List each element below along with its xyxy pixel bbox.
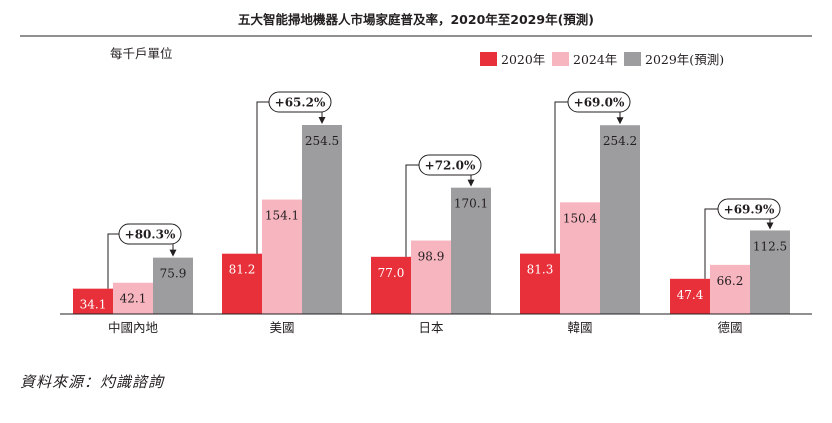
bar-value-label-2-2: 170.1: [454, 197, 488, 211]
growth-badge-label-2: +72.0%: [425, 159, 476, 173]
growth-annotations: +80.3% +65.2% +72.0% +69.0% +69.9%: [107, 91, 781, 289]
bar-value-label-3-2: 254.2: [603, 134, 637, 148]
growth-badge-2: [418, 154, 482, 176]
bar-2-2: [451, 187, 491, 314]
growth-arrowhead-1: [318, 117, 326, 124]
category-label-1: 美國: [269, 320, 294, 335]
growth-arrowhead-3: [616, 117, 624, 125]
growth-badge-3: [567, 91, 631, 113]
growth-arrowhead-4: [766, 222, 774, 230]
bar-value-label-4-2: 112.5: [753, 239, 787, 253]
bar-2-0: [371, 256, 411, 314]
bar-0-1: [113, 282, 153, 314]
bar-value-label-4-1: 66.2: [717, 274, 744, 288]
bars: 34.1 81.2 77.0 81.3 47.4 42.1 154.1 98.9 150.4 66…: [73, 125, 790, 315]
growth-arrowhead-2: [467, 179, 475, 187]
growth-badge-label-3: +69.0%: [574, 96, 625, 110]
legend-swatch-0: [480, 52, 497, 66]
bar-0-2: [153, 257, 193, 314]
legend-swatch-2: [624, 52, 641, 66]
category-label-3: 韓國: [567, 320, 592, 335]
category-label-0: 中國內地: [108, 320, 159, 335]
legend: 2020年 2024年 2029年(預測): [480, 52, 724, 67]
bar-2-1: [411, 240, 451, 314]
legend-label-1: 2024年: [573, 52, 617, 67]
bar-value-label-0-2: 75.9: [160, 267, 187, 281]
y-axis-unit-label: 每千戶單位: [110, 46, 173, 61]
bar-3-1: [560, 202, 600, 314]
legend-label-2: 2029年(預測): [645, 52, 724, 67]
bar-value-label-1-1: 154.1: [265, 209, 299, 223]
bar-value-label-3-0: 81.3: [527, 263, 554, 277]
bar-4-0: [670, 278, 710, 314]
bar-4-1: [710, 264, 750, 314]
bar-value-label-3-1: 150.4: [563, 211, 598, 225]
bar-value-label-0-1: 42.1: [120, 292, 147, 306]
bar-3-2: [600, 125, 640, 315]
bar-value-label-4-0: 47.4: [677, 288, 704, 302]
legend-label-0: 2020年: [501, 52, 545, 67]
bar-1-1: [262, 199, 302, 314]
growth-badge-4: [717, 198, 781, 220]
growth-badge-label-4: +69.9%: [724, 203, 775, 217]
bar-1-2: [302, 125, 342, 314]
bar-1-0: [222, 253, 262, 314]
bar-value-label-0-0: 34.1: [80, 298, 107, 312]
category-label-4: 德國: [717, 320, 742, 335]
bar-value-label-1-2: 254.5: [305, 134, 339, 148]
legend-swatch-1: [552, 52, 569, 66]
growth-badge-label-1: +65.2%: [275, 96, 326, 110]
chart-title: 五大智能掃地機器人市場家庭普及率，2020年至2029年(預測): [238, 12, 594, 27]
bar-value-label-2-1: 98.9: [418, 250, 445, 264]
growth-badge-label-0: +80.3%: [125, 228, 176, 242]
growth-badge-0: [118, 223, 182, 245]
category-labels: 中國內地 美國 日本 韓國 德國: [108, 320, 743, 335]
category-label-2: 日本: [418, 320, 444, 335]
source-note: 資料來源：灼識諮詢: [20, 373, 165, 391]
bar-4-2: [750, 230, 790, 314]
bar-value-label-2-0: 77.0: [378, 266, 405, 280]
growth-arrowhead-0: [169, 249, 177, 257]
bar-0-0: [73, 288, 113, 314]
bar-value-label-1-0: 81.2: [229, 263, 256, 277]
bar-3-0: [520, 253, 560, 314]
growth-badge-1: [268, 91, 332, 113]
